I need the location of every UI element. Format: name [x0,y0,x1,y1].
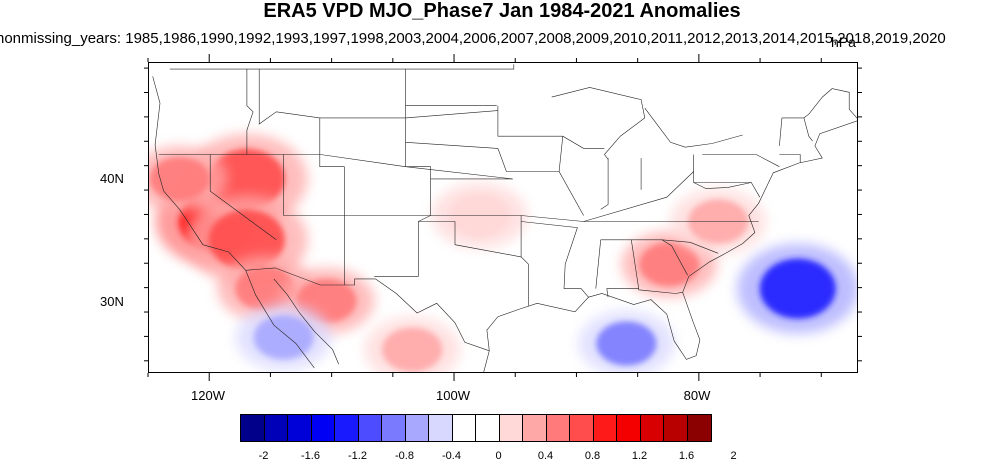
boundary-line [273,278,339,365]
anomaly-region-12 [253,315,314,360]
boundary-line [644,107,743,148]
boundary-line [520,215,529,306]
boundary-line [152,76,315,369]
boundary-line [245,267,490,352]
colorbar-swatch-10 [476,415,500,441]
anomaly-region-3 [149,156,210,201]
boundary-line [551,87,646,160]
colorbar-tick-label: -0.4 [442,450,461,462]
boundary-line [497,105,605,149]
boundary-line [600,158,609,210]
lon-label-100w: 100W [436,388,470,403]
lon-label-80w: 80W [683,388,711,403]
boundary-line [169,64,515,70]
boundary-line [781,117,813,142]
colorbar-swatch-4 [335,415,359,441]
map-title: ERA5 VPD MJO_Phase7 Jan 1984-2021 Anomal… [263,0,741,22]
lon-label-120w: 120W [191,388,225,403]
anomaly-field [149,133,857,372]
boundary-line [803,88,857,119]
colorbar-swatch-7 [405,415,429,441]
colorbar-swatch-9 [452,415,476,441]
map-panel [148,62,858,373]
lat-label-30n: 30N [100,294,124,309]
colorbar-tick-label: 0.8 [584,450,601,462]
boundary-line [702,154,780,167]
colorbar-tick-label: -2 [258,450,269,462]
boundary-line [374,69,431,277]
colorbar-tick-label: -1.2 [348,450,367,462]
colorbar-swatch-0 [241,415,265,441]
boundary-line [158,154,513,180]
colorbar-tick-label: 2 [730,450,737,462]
boundary-line [558,136,584,216]
boundary-line [418,221,522,258]
anomaly-region-11 [596,321,657,366]
boundary-line [638,288,683,294]
colorbar-swatch-17 [640,415,664,441]
anomaly-region-1 [208,148,285,209]
map-subtitle: nonmissing_years: 1985,1986,1990,1992,19… [0,30,946,47]
boundary-line [246,69,254,155]
boundary-line [595,239,601,289]
boundary-line [606,239,640,298]
boundary-line [521,221,589,298]
anomaly-region-6 [382,327,443,372]
boundary-line [661,239,688,276]
colorbar-swatch-8 [429,415,453,441]
colorbar-swatch-13 [546,415,570,441]
boundary-line [319,117,345,285]
colorbar-swatch-12 [523,415,547,441]
colorbar-tick-label: 0 [495,450,502,462]
colorbar-tick-label: 0.4 [537,450,554,462]
colorbar-swatch-16 [617,415,641,441]
boundary-line [693,182,752,189]
colorbar-swatch-11 [499,415,523,441]
colorbar-tick-label: 1.6 [678,450,695,462]
boundary-line [583,171,694,222]
boundary-line [497,148,560,172]
boundary-line [486,292,701,360]
boundary-line [779,154,801,163]
boundary-line [779,117,783,146]
colorbar-swatch-1 [264,415,288,441]
colorbar-swatch-2 [288,415,312,441]
boundary-line [693,154,761,198]
colorbar [240,414,712,442]
colorbar-swatch-14 [570,415,594,441]
boundary-line [209,154,277,241]
colorbar-swatch-3 [311,415,335,441]
colorbar-tick-label: -1.6 [301,450,320,462]
anomaly-region-2 [208,209,285,270]
lat-label-40n: 40N [100,171,124,186]
boundary-line [405,142,498,149]
anomaly-region-10 [759,258,836,319]
map-canvas [149,64,857,372]
colorbar-tick-label: 1.2 [631,450,648,462]
colorbar-swatch-18 [664,415,688,441]
units-label: hPa [831,34,856,50]
anomaly-region-7 [639,242,700,287]
colorbar-swatch-5 [358,415,382,441]
colorbar-tick-label: -0.8 [395,450,414,462]
boundary-line [682,120,857,293]
colorbar-swatch-15 [593,415,617,441]
state-boundaries [152,64,857,372]
colorbar-swatch-6 [382,415,406,441]
boundary-line [258,69,498,125]
colorbar-swatch-19 [687,415,711,441]
boundary-line [483,350,490,372]
